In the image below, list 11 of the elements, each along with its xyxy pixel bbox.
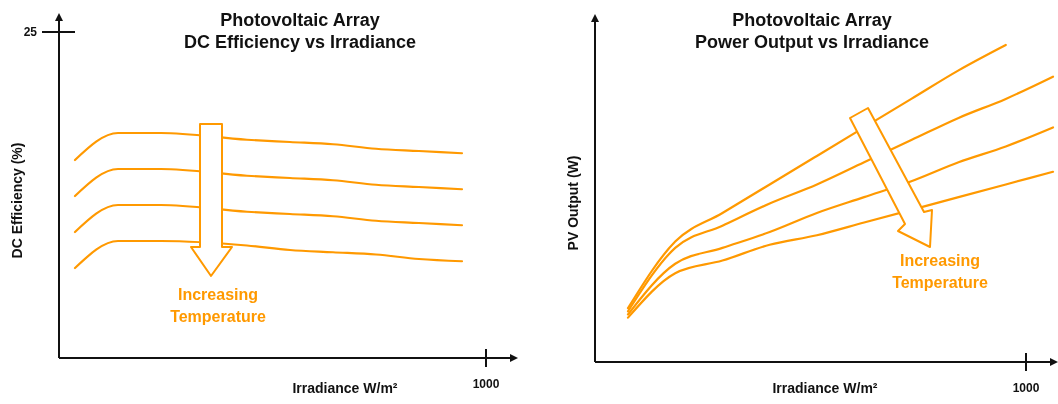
text: 1000 bbox=[1012, 381, 1040, 395]
annotation: Increasing Temperature bbox=[170, 286, 266, 325]
annotation: Increasing Temperature bbox=[892, 252, 988, 291]
x-axis-title: Irradiance W/m² bbox=[772, 380, 878, 396]
chart-title: Photovoltaic Array DC Efficiency vs Irradiance bbox=[183, 10, 417, 52]
y-axis-title: PV Output (W) bbox=[565, 155, 581, 251]
x-axis-title: Irradiance W/m² bbox=[292, 380, 398, 396]
text: 1000 bbox=[472, 377, 500, 391]
chart-title: Photovoltaic Array Power Output vs Irradiance bbox=[694, 10, 930, 52]
text: 25 bbox=[23, 25, 38, 39]
y-axis-title: DC Efficiency (%) bbox=[9, 142, 25, 259]
